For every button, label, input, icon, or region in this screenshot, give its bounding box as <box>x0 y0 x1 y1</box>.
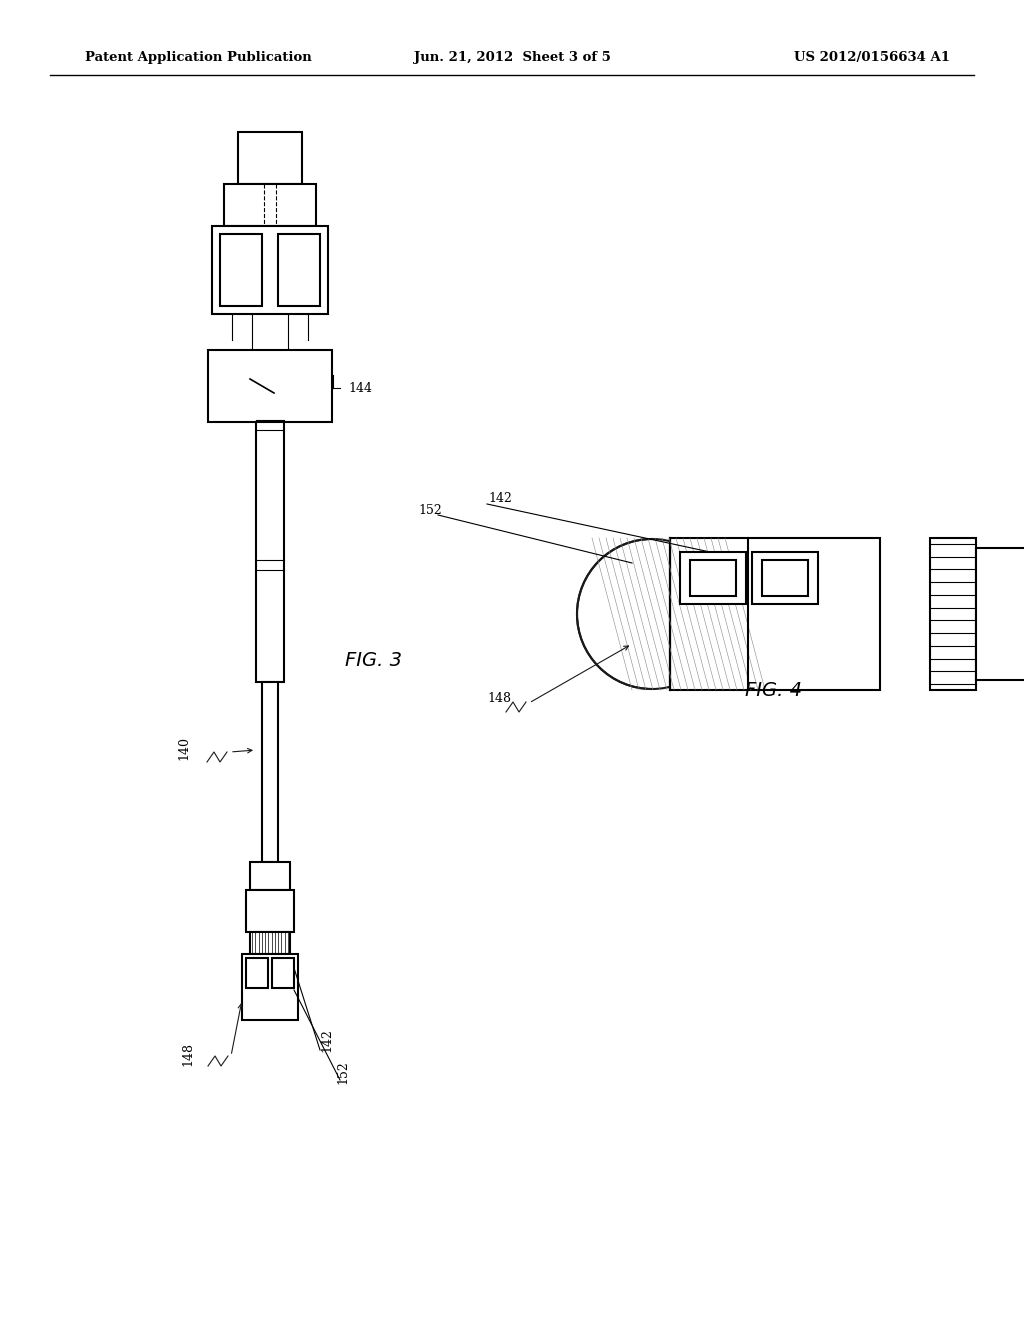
Bar <box>272 958 294 987</box>
Bar <box>250 932 290 954</box>
Text: 142: 142 <box>319 1028 333 1052</box>
Text: 140: 140 <box>177 737 190 760</box>
Text: FIG. 3: FIG. 3 <box>345 651 402 669</box>
Bar <box>250 862 290 890</box>
Bar <box>242 954 298 1020</box>
Text: Jun. 21, 2012  Sheet 3 of 5: Jun. 21, 2012 Sheet 3 of 5 <box>414 51 610 65</box>
Bar <box>246 958 268 987</box>
Bar <box>256 422 284 682</box>
Bar <box>752 552 818 605</box>
Text: 144: 144 <box>348 381 372 395</box>
Bar <box>278 234 319 306</box>
Bar <box>208 350 332 422</box>
Bar <box>212 226 328 314</box>
Text: 142: 142 <box>488 491 512 504</box>
Bar <box>238 132 302 183</box>
Text: Patent Application Publication: Patent Application Publication <box>85 51 311 65</box>
Bar <box>680 552 746 605</box>
Bar <box>690 560 736 597</box>
Bar <box>262 682 278 862</box>
Text: 152: 152 <box>336 1060 349 1084</box>
Text: 148: 148 <box>181 1041 194 1067</box>
Bar <box>670 539 880 690</box>
Bar <box>224 183 316 226</box>
Bar <box>762 560 808 597</box>
Bar <box>220 234 262 306</box>
Text: US 2012/0156634 A1: US 2012/0156634 A1 <box>794 51 950 65</box>
Bar <box>976 548 1024 680</box>
Bar <box>246 890 294 932</box>
Text: 148: 148 <box>487 692 511 705</box>
Bar <box>930 539 976 690</box>
Text: 152: 152 <box>418 503 441 516</box>
Text: FIG. 4: FIG. 4 <box>745 681 802 700</box>
